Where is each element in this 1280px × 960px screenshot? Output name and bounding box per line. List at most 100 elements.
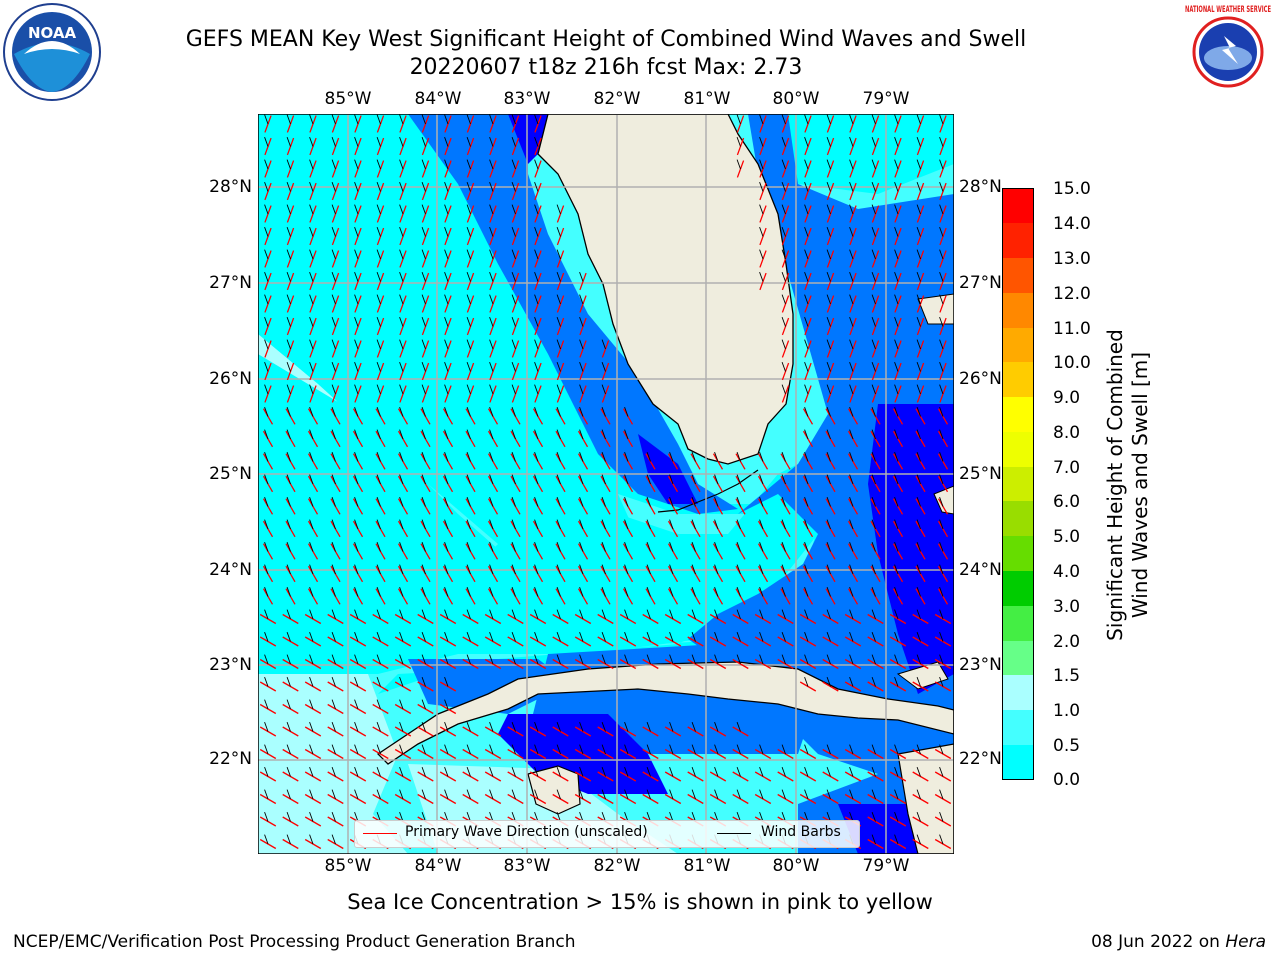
wind-barb (286, 744, 291, 755)
wind-barb (466, 811, 471, 822)
wind-barb (444, 676, 449, 687)
lon-label-bottom-85: 85°W (324, 856, 372, 876)
wind-barb (421, 631, 426, 642)
wind-barb (466, 249, 471, 260)
wind-barb (601, 721, 606, 732)
wind-barb (286, 541, 291, 552)
wind-barb (579, 541, 584, 552)
wind-barb (579, 519, 584, 530)
wind-barb (916, 609, 921, 620)
wind-barb (939, 744, 944, 755)
wind-barb (286, 519, 291, 530)
wind-barb (624, 519, 629, 530)
wind-barb (601, 631, 606, 642)
wind-barb (894, 429, 899, 440)
wind-barb (579, 721, 584, 732)
wind-barb (759, 204, 764, 215)
wind-barb (264, 564, 269, 575)
wind-barb (579, 429, 584, 440)
wind-barb (466, 361, 471, 372)
wind-barb (264, 721, 269, 732)
wind-barb (466, 136, 471, 147)
noaa-logo-text: NOAA (28, 24, 77, 42)
wind-barb (331, 384, 336, 395)
wind-barb (826, 384, 831, 395)
wind-barb (871, 631, 876, 642)
wind-barb (916, 294, 921, 305)
colorbar-tick: 6.0 (1053, 492, 1081, 512)
wind-barb (421, 226, 426, 237)
colorbar-segment (1002, 571, 1034, 606)
wind-barb (849, 226, 854, 237)
wind-barb (264, 676, 269, 687)
wind-barb (826, 564, 831, 575)
wind-barb (849, 429, 854, 440)
wind-barb (444, 136, 449, 147)
wind-barb (556, 384, 561, 395)
wind-barb (804, 361, 809, 372)
wind-barb (714, 564, 719, 575)
wind-barb (871, 451, 876, 462)
wind-barb (939, 654, 944, 665)
wind-barb (669, 631, 674, 642)
nws-logo: NATIONAL WEATHER SERVICE (1180, 4, 1276, 100)
lon-label-top-83: 83°W (503, 89, 551, 109)
wind-barb (669, 474, 674, 485)
wind-barb (376, 744, 381, 755)
footer-date: 08 Jun 2022 on Hera (1091, 932, 1266, 952)
wind-barb (286, 271, 291, 282)
wind-barb (646, 609, 651, 620)
wind-barb (556, 744, 561, 755)
wind-barb (376, 519, 381, 530)
wind-barb (579, 294, 584, 305)
wind-barb (264, 631, 269, 642)
wind-barb (916, 181, 921, 192)
wind-barb (939, 226, 944, 237)
wind-barb (421, 789, 426, 800)
lon-label-top-79: 79°W (862, 89, 910, 109)
colorbar-tick: 5.0 (1053, 527, 1081, 547)
footer-producer: NCEP/EMC/Verification Post Processing Pr… (13, 932, 576, 952)
wind-barb (759, 249, 764, 260)
wind-barb (601, 384, 606, 395)
wind-barb (804, 294, 809, 305)
wind-barb (646, 654, 651, 665)
wind-barb (826, 451, 831, 462)
wind-barb (916, 316, 921, 327)
wind-barb (691, 541, 696, 552)
wind-barb (714, 811, 719, 822)
wind-barb (466, 744, 471, 755)
wind-barb (556, 249, 561, 260)
wind-barb (849, 789, 854, 800)
colorbar-segment (1002, 641, 1034, 675)
wind-barb (871, 294, 876, 305)
wind-barb (331, 496, 336, 507)
wind-barb (849, 361, 854, 372)
wind-barb (736, 789, 741, 800)
wind-barb (444, 474, 449, 485)
colorbar-label: Significant Height of Combined Wind Wave… (1103, 329, 1153, 641)
colorbar-segment (1002, 675, 1034, 710)
wind-barb (781, 339, 786, 350)
wave-height-map (258, 114, 954, 854)
wind-barb (849, 586, 854, 597)
wind-barb (376, 384, 381, 395)
wind-barb (601, 406, 606, 417)
wind-barb (759, 789, 764, 800)
wind-barb (444, 271, 449, 282)
wind-barb (939, 631, 944, 642)
wind-barb (691, 496, 696, 507)
wind-barb (714, 789, 719, 800)
wind-barb (826, 789, 831, 800)
wind-barb (354, 361, 359, 372)
wind-barb (579, 474, 584, 485)
wind-barb (331, 676, 336, 687)
wind-barb (286, 451, 291, 462)
wind-barb (916, 339, 921, 350)
wind-barb (331, 429, 336, 440)
wind-barb (871, 519, 876, 530)
colorbar-segment (1002, 536, 1034, 571)
wind-barb (376, 226, 381, 237)
wind-barb (511, 316, 516, 327)
wind-barb (331, 294, 336, 305)
